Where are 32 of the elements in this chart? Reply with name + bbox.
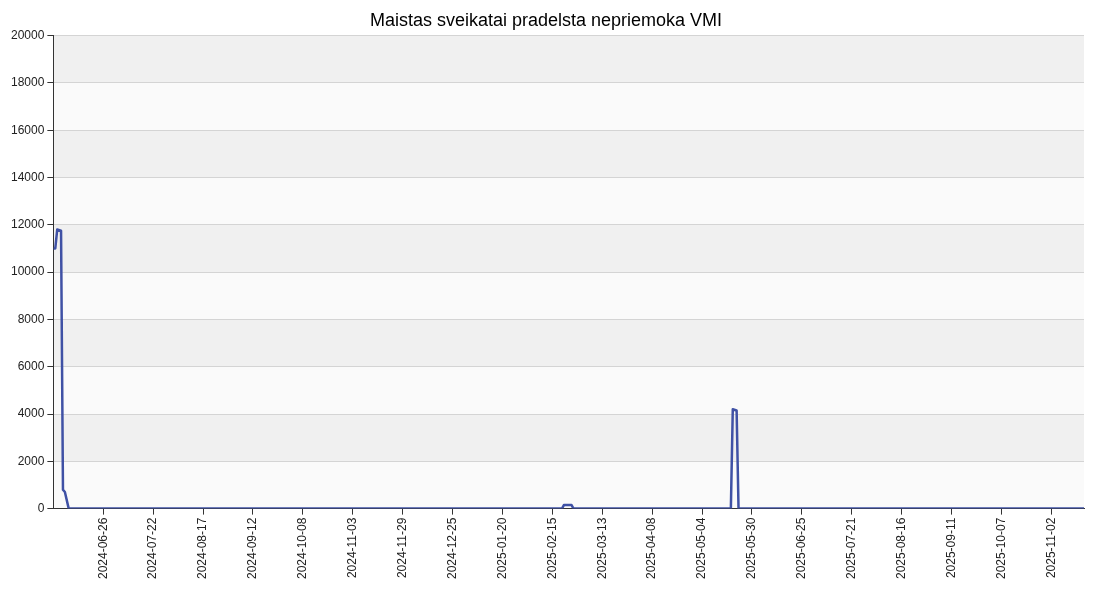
- x-tick-label: 2025-04-08: [644, 517, 659, 580]
- x-tick-label: 2024-10-08: [295, 517, 310, 580]
- y-tick-label: 8000: [17, 311, 45, 326]
- x-tick-label: 2025-01-20: [494, 517, 509, 580]
- x-tick-label: 2024-08-17: [195, 517, 210, 580]
- x-tick-label: 2024-07-22: [145, 517, 160, 580]
- y-tick-label: 18000: [10, 75, 45, 90]
- y-tick-label: 10000: [10, 264, 45, 279]
- x-tick-label: 2025-09-11: [943, 517, 958, 579]
- y-tick-label: 0: [37, 500, 45, 515]
- y-tick-label: 4000: [17, 406, 45, 421]
- x-tick-label: 2024-09-12: [245, 517, 260, 580]
- y-tick-label: 20000: [10, 27, 45, 42]
- x-tick-label: 2025-10-07: [993, 517, 1008, 580]
- y-tick-label: 6000: [17, 359, 45, 374]
- y-tick-label: 2000: [17, 453, 45, 468]
- x-tick-label: 2025-07-21: [844, 517, 859, 580]
- y-tick-label: 12000: [10, 217, 45, 232]
- x-tick-label: 2024-11-03: [345, 517, 360, 579]
- x-tick-label: 2025-11-02: [1043, 517, 1058, 579]
- x-tick-label: 2024-11-29: [394, 517, 409, 579]
- x-tick-label: 2025-05-30: [744, 517, 759, 580]
- x-tick-label: 2024-12-25: [444, 517, 459, 580]
- x-tick-label: 2024-06-26: [95, 517, 110, 580]
- chart-title: Maistas sveikatai pradelsta nepriemoka VMI: [369, 9, 723, 30]
- x-tick-label: 2025-06-25: [794, 517, 809, 580]
- x-tick-label: 2025-02-15: [544, 517, 559, 580]
- x-tick-label: 2025-03-13: [594, 517, 609, 580]
- x-tick-label: 2025-05-04: [694, 517, 709, 580]
- x-tick-label: 2025-08-16: [893, 517, 908, 580]
- y-tick-label: 14000: [10, 169, 45, 184]
- y-tick-label: 16000: [10, 122, 45, 137]
